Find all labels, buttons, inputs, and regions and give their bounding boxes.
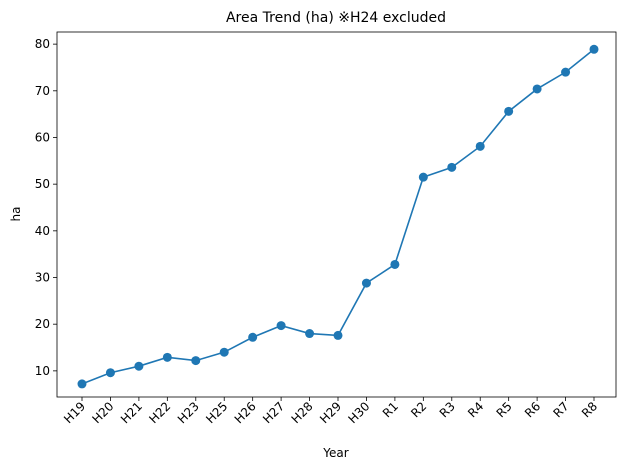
x-tick-label: H21 [118, 399, 145, 426]
x-tick-label: R2 [408, 399, 429, 420]
x-tick-label: H25 [203, 399, 230, 426]
y-tick-label: 30 [35, 271, 50, 285]
data-point-H26 [248, 332, 258, 342]
x-axis-label: Year [322, 446, 348, 460]
x-tick-label: R4 [465, 399, 486, 420]
data-point-H30 [361, 278, 371, 288]
x-tick-label: R8 [579, 399, 600, 420]
data-point-H20 [105, 368, 115, 378]
y-tick-label: 20 [35, 317, 50, 331]
y-tick-label: 80 [35, 37, 50, 51]
x-tick-label: H29 [317, 399, 344, 426]
data-point-H29 [333, 330, 343, 340]
x-tick-label: H20 [89, 399, 116, 426]
y-tick-label: 60 [35, 130, 50, 144]
y-tick-label: 40 [35, 224, 50, 238]
data-point-R3 [447, 162, 457, 172]
data-point-H23 [191, 356, 201, 366]
data-point-H27 [276, 321, 286, 331]
chart-title: Area Trend (ha) ※H24 excluded [226, 10, 446, 26]
x-tick-label: H30 [345, 399, 372, 426]
y-tick-label: 10 [35, 364, 50, 378]
data-point-R8 [589, 44, 599, 54]
x-tick-label: R7 [550, 399, 571, 420]
data-point-R5 [504, 106, 514, 116]
data-point-R6 [532, 84, 542, 94]
plot-frame [56, 31, 617, 398]
x-tick-label: R1 [380, 399, 401, 420]
x-tick-label: H27 [260, 399, 287, 426]
data-point-R1 [390, 259, 400, 269]
y-tick-label: 50 [35, 177, 50, 191]
data-point-H19 [77, 379, 87, 389]
y-axis-label: ha [9, 207, 23, 222]
data-point-R2 [418, 172, 428, 182]
data-point-R4 [475, 141, 485, 151]
data-point-H22 [162, 352, 172, 362]
x-tick-label: R5 [494, 399, 515, 420]
data-point-H25 [219, 347, 229, 357]
x-tick-label: H23 [175, 399, 202, 426]
x-tick-label: R6 [522, 399, 543, 420]
x-tick-label: H28 [289, 399, 316, 426]
data-point-H28 [305, 329, 315, 339]
x-tick-label: H22 [146, 399, 173, 426]
y-tick-label: 70 [35, 84, 50, 98]
x-tick-label: H26 [232, 399, 259, 426]
data-point-H21 [134, 361, 144, 371]
x-tick-label: H19 [61, 399, 88, 426]
data-point-R7 [561, 67, 571, 77]
x-tick-label: R3 [437, 399, 458, 420]
